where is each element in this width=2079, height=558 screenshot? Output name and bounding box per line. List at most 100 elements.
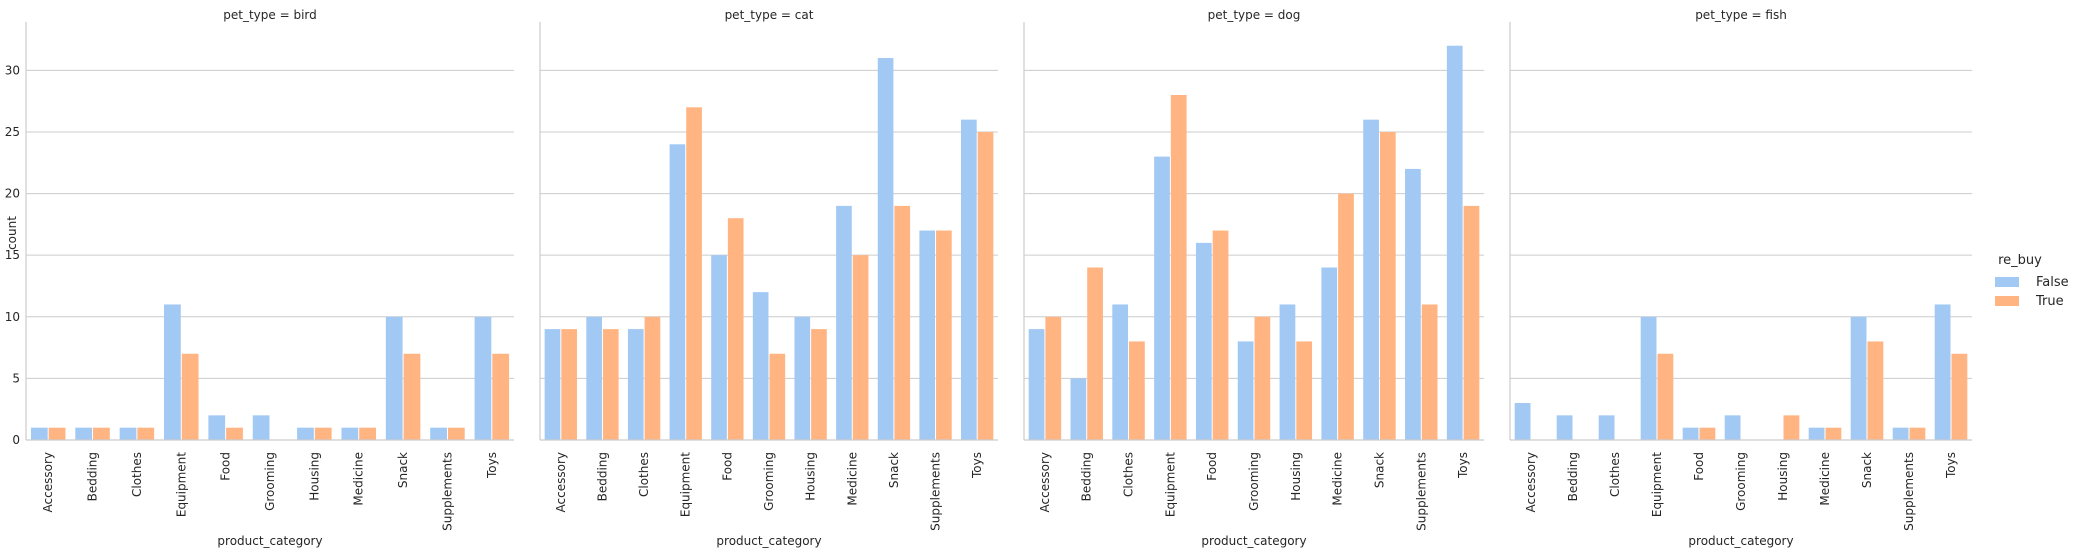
bar-false xyxy=(1028,329,1045,440)
bar-false xyxy=(119,427,137,440)
x-tick-label: Food xyxy=(1692,452,1706,481)
x-tick-label: Clothes xyxy=(637,452,651,497)
x-tick-label: Clothes xyxy=(1122,452,1136,497)
x-tick-label: Medicine xyxy=(845,452,859,506)
x-tick-label: Supplements xyxy=(929,452,943,531)
x-tick-label: Accessory xyxy=(554,452,568,512)
bar-true xyxy=(1379,131,1396,440)
bar-true xyxy=(93,427,110,440)
bar-true xyxy=(686,107,702,441)
x-tick-label: Toys xyxy=(1944,452,1958,479)
bar-true xyxy=(403,353,421,440)
bar-false xyxy=(794,316,811,440)
bar-false xyxy=(1850,316,1867,440)
x-tick-label: Bedding xyxy=(86,452,100,501)
bar-false xyxy=(297,427,314,440)
bar-false xyxy=(1279,304,1296,440)
bar-true xyxy=(1909,427,1926,440)
bar-true xyxy=(602,329,619,440)
x-tick-label: Supplements xyxy=(440,452,454,531)
x-tick-label: Food xyxy=(219,452,233,481)
bar-true xyxy=(1338,193,1354,440)
bar-true xyxy=(977,131,994,440)
bar-true xyxy=(1087,267,1103,440)
bar-true xyxy=(137,427,155,440)
bar-false xyxy=(1405,168,1421,440)
bar-false xyxy=(341,427,359,440)
facet-title: pet_type = bird xyxy=(223,8,317,22)
bar-true xyxy=(561,329,577,440)
bar-true xyxy=(1212,230,1229,440)
x-tick-label: Medicine xyxy=(1818,452,1832,506)
bar-true xyxy=(1951,353,1968,440)
x-axis-label: product_category xyxy=(217,534,322,548)
bar-true xyxy=(644,316,661,440)
facet-title: pet_type = fish xyxy=(1695,8,1787,22)
bar-true xyxy=(1170,95,1187,440)
bar-false xyxy=(919,230,936,440)
y-axis-label: count xyxy=(5,216,19,250)
x-tick-label: Toys xyxy=(970,452,984,479)
facet-title: pet_type = cat xyxy=(725,8,814,22)
x-tick-label: Snack xyxy=(1372,452,1386,488)
x-tick-label: Clothes xyxy=(130,452,144,497)
bar-false xyxy=(1321,267,1338,440)
x-tick-label: Grooming xyxy=(1734,452,1748,511)
legend-swatch-false xyxy=(1995,277,2019,287)
bar-true xyxy=(48,427,66,440)
x-tick-label: Equipment xyxy=(1163,452,1177,517)
bar-false xyxy=(30,427,48,440)
y-tick-label: 0 xyxy=(12,433,20,447)
bar-false xyxy=(544,329,561,440)
y-tick-label: 15 xyxy=(5,248,20,262)
bar-false xyxy=(1934,304,1951,440)
y-tick-label: 10 xyxy=(5,310,20,324)
bar-false xyxy=(75,427,93,440)
x-tick-label: Snack xyxy=(1860,452,1874,488)
bar-false xyxy=(836,205,852,440)
bar-true xyxy=(1296,341,1313,440)
bar-false xyxy=(1195,242,1212,440)
x-tick-label: Housing xyxy=(307,452,321,501)
x-tick-label: Supplements xyxy=(1902,452,1916,531)
bar-false xyxy=(1112,304,1129,440)
bar-false xyxy=(1154,156,1170,440)
bar-false xyxy=(164,304,181,440)
x-tick-label: Snack xyxy=(887,452,901,488)
x-tick-label: Medicine xyxy=(352,452,366,506)
legend-title: re_buy xyxy=(1998,253,2042,268)
bar-true xyxy=(359,427,376,440)
bar-false xyxy=(208,415,226,440)
legend-label: True xyxy=(2035,294,2064,309)
facet-title: pet_type = dog xyxy=(1208,8,1301,22)
bar-true xyxy=(1825,427,1842,440)
bar-true xyxy=(852,255,869,440)
bar-false xyxy=(1892,427,1909,440)
x-tick-label: Toys xyxy=(485,452,499,479)
x-axis-label: product_category xyxy=(1201,534,1306,548)
x-axis-label: product_category xyxy=(716,534,821,548)
x-tick-label: Housing xyxy=(1289,452,1303,501)
bar-true xyxy=(1783,415,1800,440)
x-tick-label: Medicine xyxy=(1331,452,1345,506)
bar-false xyxy=(1808,427,1825,440)
bar-true xyxy=(894,205,911,440)
bar-true xyxy=(811,329,827,440)
bar-true xyxy=(1045,316,1062,440)
bar-false xyxy=(586,316,602,440)
bar-false xyxy=(711,255,727,440)
bar-true xyxy=(727,218,744,440)
x-tick-label: Equipment xyxy=(174,452,188,517)
bar-false xyxy=(1598,415,1615,440)
legend-swatch-true xyxy=(1995,296,2019,306)
x-tick-label: Bedding xyxy=(595,452,609,501)
x-tick-label: Bedding xyxy=(1080,452,1094,501)
x-tick-label: Clothes xyxy=(1608,452,1622,497)
bar-true xyxy=(447,427,465,440)
bar-true xyxy=(1129,341,1145,440)
x-tick-label: Accessory xyxy=(1524,452,1538,512)
bar-false xyxy=(474,316,492,440)
x-axis-label: product_category xyxy=(1688,534,1793,548)
x-tick-label: Equipment xyxy=(679,452,693,517)
x-tick-label: Housing xyxy=(1776,452,1790,501)
